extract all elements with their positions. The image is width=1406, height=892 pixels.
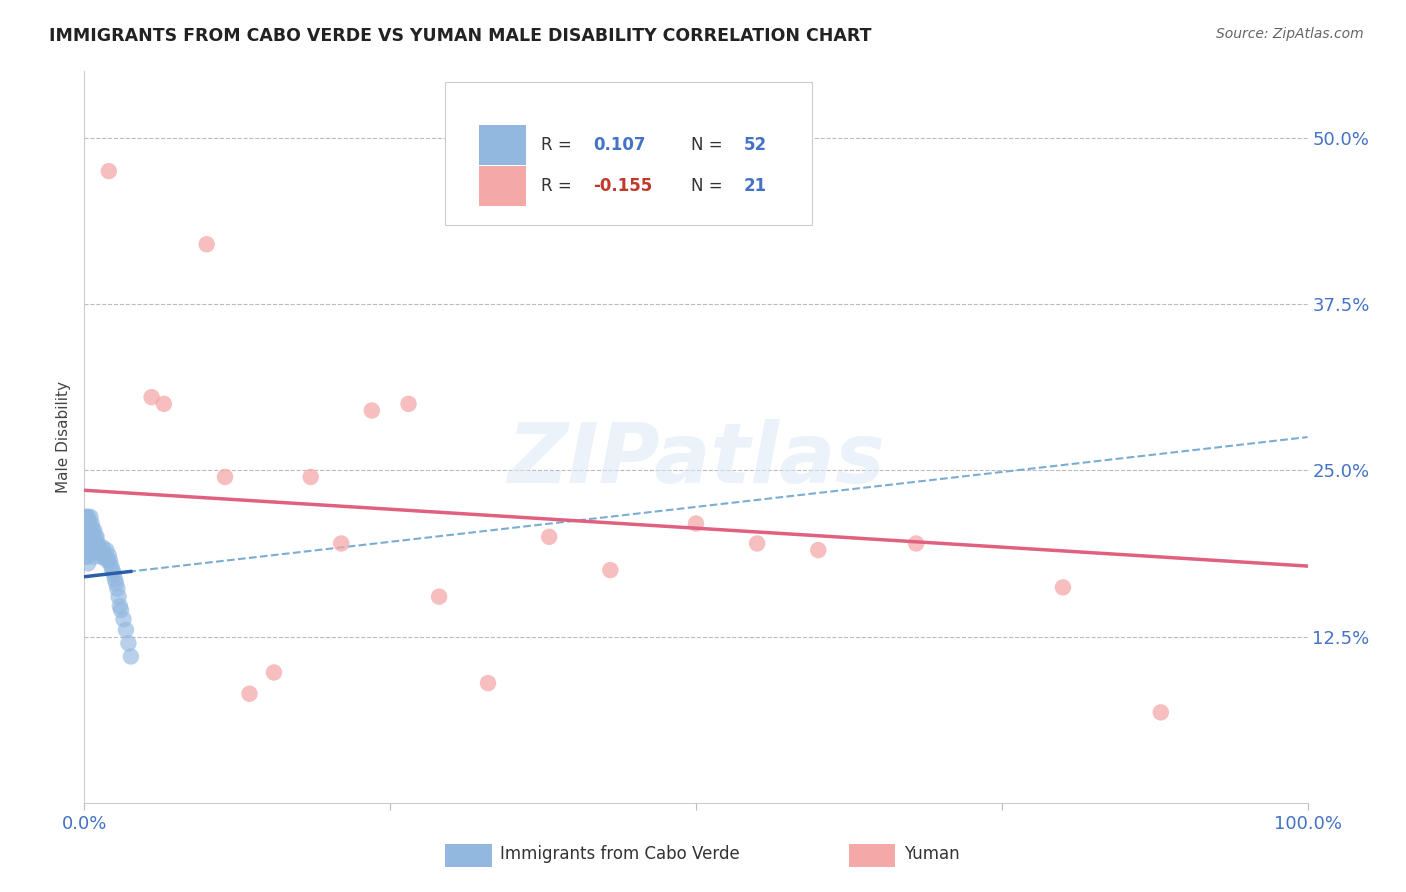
Text: -0.155: -0.155 (593, 177, 652, 194)
Point (75, 549, 97, 564)
Point (104, 573, 127, 587)
Bar (479, 125, 526, 165)
Point (76, 549, 98, 564)
Point (77, 557, 100, 571)
Point (263, 665, 285, 680)
Point (83, 523, 105, 537)
Point (75, 530, 97, 544)
Point (91, 541, 114, 555)
Point (93, 546, 115, 560)
Point (905, 536, 928, 550)
Point (214, 470, 236, 484)
Point (117, 636, 139, 650)
Text: Yuman: Yuman (904, 845, 959, 863)
Point (97, 554, 120, 568)
Point (84, 530, 107, 544)
Point (747, 536, 769, 550)
Point (108, 599, 131, 613)
Point (76, 523, 98, 537)
Text: 52: 52 (744, 136, 766, 153)
Point (360, 403, 382, 417)
Point (105, 576, 128, 591)
Point (110, 603, 132, 617)
Point (299, 470, 322, 484)
Y-axis label: Male Disability: Male Disability (56, 381, 72, 493)
Point (83, 549, 105, 564)
Point (77, 523, 100, 537)
Point (84, 543, 107, 558)
Point (153, 397, 176, 411)
Point (77, 509, 100, 524)
Point (86, 530, 108, 544)
Point (87, 536, 110, 550)
Point (107, 590, 129, 604)
Bar (849, 844, 896, 867)
Point (94, 551, 117, 566)
Point (80, 536, 103, 550)
Point (75, 509, 97, 524)
Point (115, 623, 138, 637)
Point (1052, 580, 1074, 594)
Point (477, 676, 499, 690)
Point (330, 536, 353, 550)
Text: IMMIGRANTS FROM CABO VERDE VS YUMAN MALE DISABILITY CORRELATION CHART: IMMIGRANTS FROM CABO VERDE VS YUMAN MALE… (49, 27, 872, 45)
Point (89, 546, 111, 560)
Point (76, 536, 98, 550)
Point (79, 530, 101, 544)
Point (97, 549, 120, 563)
Point (398, 397, 420, 411)
Text: 21: 21 (744, 177, 766, 194)
Point (82, 523, 104, 537)
Point (76, 509, 98, 524)
Text: ZIPatlas: ZIPatlas (508, 418, 884, 500)
Point (427, 590, 450, 604)
Point (112, 612, 135, 626)
Point (538, 530, 561, 544)
Text: Source: ZipAtlas.com: Source: ZipAtlas.com (1216, 27, 1364, 41)
Point (82, 536, 104, 550)
Point (195, 237, 218, 252)
Point (96, 543, 118, 558)
Point (77, 516, 100, 531)
Point (685, 516, 707, 531)
Point (83, 536, 105, 550)
Point (86, 543, 108, 558)
Point (80, 516, 103, 531)
Point (100, 559, 122, 574)
Point (87, 541, 110, 555)
Point (103, 567, 125, 582)
Bar (446, 844, 492, 867)
Text: R =: R = (541, 177, 576, 194)
Text: Immigrants from Cabo Verde: Immigrants from Cabo Verde (501, 845, 740, 863)
Point (807, 543, 830, 558)
Point (90, 549, 112, 564)
Point (238, 687, 260, 701)
Point (77, 543, 100, 558)
Text: 0.107: 0.107 (593, 136, 645, 153)
Point (120, 649, 142, 664)
Point (1150, 706, 1173, 720)
Text: N =: N = (692, 177, 728, 194)
Point (141, 390, 163, 404)
Text: N =: N = (692, 136, 728, 153)
Point (77, 530, 100, 544)
Bar (479, 166, 526, 206)
Point (98, 554, 121, 568)
Point (101, 563, 124, 577)
Point (79, 543, 101, 558)
Point (97, 164, 120, 178)
Point (105, 582, 128, 596)
Point (599, 563, 621, 577)
Point (77, 536, 100, 550)
FancyBboxPatch shape (446, 82, 813, 225)
Point (79, 509, 101, 524)
Text: R =: R = (541, 136, 576, 153)
